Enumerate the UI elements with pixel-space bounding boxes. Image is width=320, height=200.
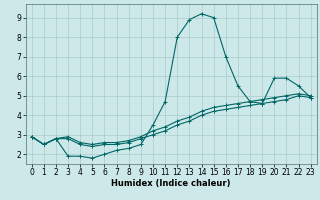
X-axis label: Humidex (Indice chaleur): Humidex (Indice chaleur)	[111, 179, 231, 188]
